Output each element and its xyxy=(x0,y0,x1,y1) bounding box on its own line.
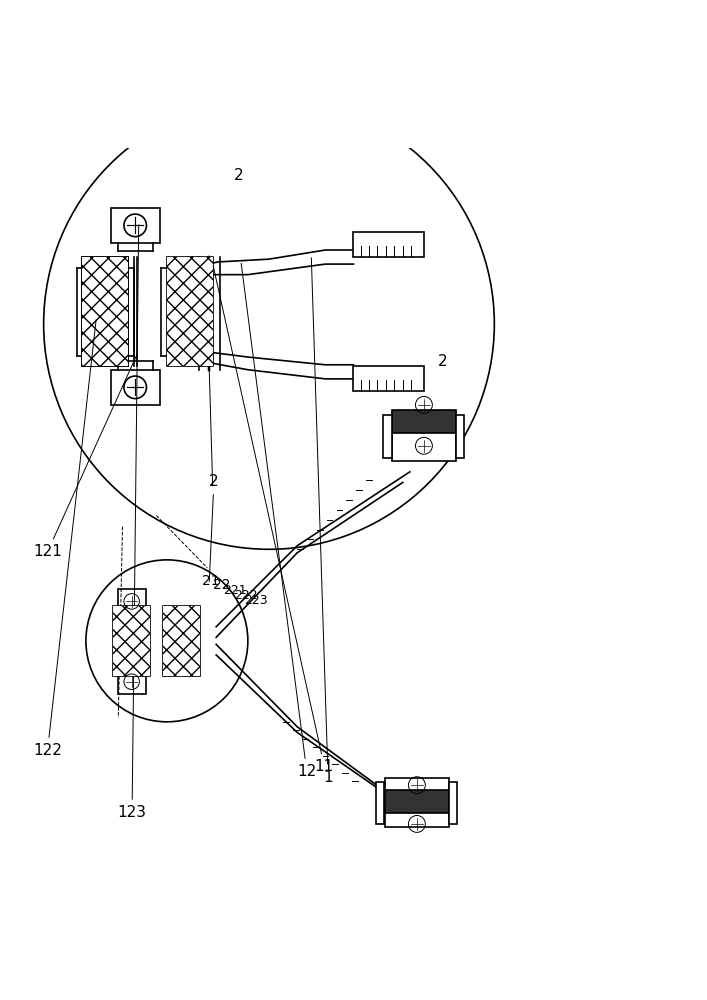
Text: 223: 223 xyxy=(245,594,268,607)
Text: 222: 222 xyxy=(234,589,257,602)
Text: 221: 221 xyxy=(223,584,247,597)
Bar xyxy=(117,670,146,694)
Bar xyxy=(167,257,213,366)
Bar xyxy=(110,208,160,243)
Bar xyxy=(385,790,448,813)
Text: 2: 2 xyxy=(234,168,243,183)
Bar xyxy=(113,606,150,676)
Text: 2: 2 xyxy=(209,474,218,582)
Text: 123: 123 xyxy=(117,225,146,820)
Text: 1: 1 xyxy=(311,258,333,785)
Text: 11: 11 xyxy=(214,266,334,774)
Text: 12: 12 xyxy=(241,263,317,779)
Bar xyxy=(448,782,457,824)
Bar xyxy=(385,778,448,827)
Bar xyxy=(163,606,200,676)
Bar xyxy=(354,232,424,257)
Bar xyxy=(354,366,424,391)
Bar xyxy=(376,782,385,824)
Text: 22: 22 xyxy=(213,578,230,592)
Bar xyxy=(383,415,392,458)
Bar xyxy=(117,589,146,613)
Bar xyxy=(83,257,128,366)
Bar xyxy=(392,412,455,461)
Bar xyxy=(392,410,455,433)
Bar xyxy=(163,606,200,676)
Bar xyxy=(83,257,128,366)
Text: 121: 121 xyxy=(33,353,138,559)
Bar xyxy=(110,370,160,405)
Text: 122: 122 xyxy=(33,320,96,758)
Text: 21: 21 xyxy=(202,574,220,588)
Bar xyxy=(167,257,213,366)
Text: 2: 2 xyxy=(438,354,448,369)
Bar xyxy=(455,415,464,458)
Bar xyxy=(113,606,150,676)
Bar xyxy=(83,257,128,366)
